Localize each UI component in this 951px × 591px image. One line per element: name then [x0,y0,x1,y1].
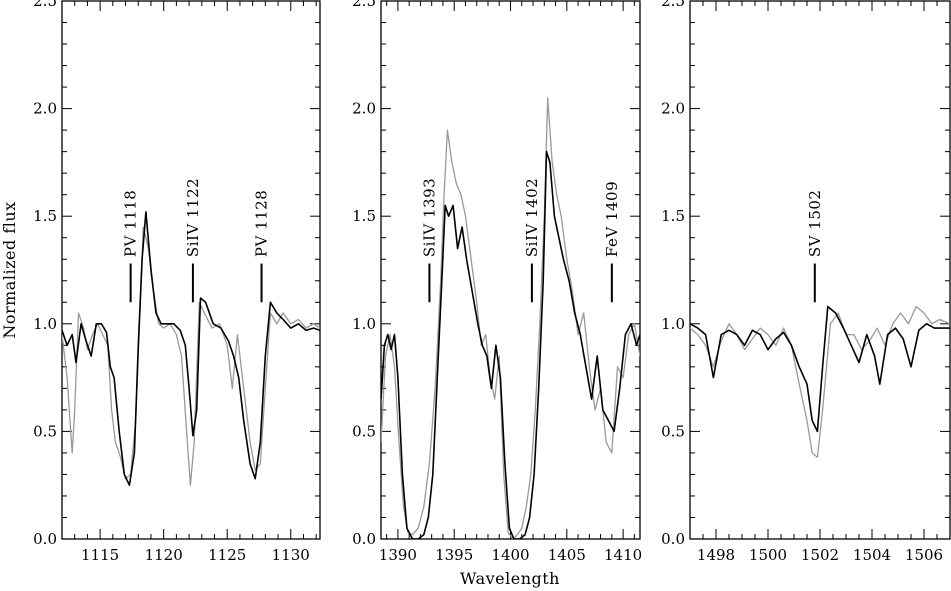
y-tick-label: 1.5 [33,207,57,225]
x-tick-label: 1115 [81,546,119,564]
x-tick-label: 1506 [905,546,943,564]
y-tick-label: 1.5 [661,207,685,225]
panel-sv-1502: 0.0 0.5 1.0 1.5 2.0 2.5 1498 1500 1502 1504 1506 SV… [661,0,951,564]
model-spectrum-line [690,305,950,433]
line-id-label: SiIV 1393 [420,178,438,257]
line-id-label: SiIV 1122 [184,178,202,257]
x-axis-title: Wavelength [460,569,560,588]
line-id-label: PV 1118 [122,190,140,257]
y-tick-label: 2.0 [33,100,57,118]
y-tick-label: 1.0 [33,315,57,333]
x-tick-label: 1390 [379,546,417,564]
panel-pv-siiv-1118-1128: 0.0 0.5 1.0 1.5 2.0 2.5 1115 1120 1125 1130 PV 111… [33,0,321,564]
panel-siiv-1393-1402: 0.0 0.5 1.0 1.5 2.0 2.5 1390 1395 1400 1405 1410 Si… [352,0,642,564]
x-tick-label: 1400 [491,546,529,564]
plot-frame [61,0,321,540]
y-tick-label: 0.0 [352,530,376,548]
line-id-label: FeV 1409 [603,181,621,257]
x-tick-label: 1125 [208,546,246,564]
observed-spectrum-line [62,226,320,486]
observed-spectrum-line [381,97,640,539]
y-tick-label: 0.0 [33,530,57,548]
plot-frame [689,0,951,540]
x-tick-label: 1500 [749,546,787,564]
x-tick-label: 1504 [853,546,891,564]
plot-frame [380,0,641,540]
y-tick-label: 1.0 [661,315,685,333]
model-spectrum-line [381,150,640,539]
x-tick-label: 1120 [145,546,183,564]
line-id-label: PV 1128 [253,190,271,257]
observed-spectrum-line [690,305,950,458]
y-tick-label: 0.5 [33,422,57,440]
model-spectrum-line [62,211,320,487]
x-tick-label: 1502 [801,546,839,564]
x-tick-label: 1405 [548,546,586,564]
y-tick-label: 2.5 [33,0,57,10]
x-tick-label: 1498 [697,546,735,564]
y-tick-label: 1.5 [352,207,376,225]
x-tick-label: 1130 [272,546,310,564]
line-id-label: SiIV 1402 [523,178,541,257]
y-tick-label: 0.5 [661,422,685,440]
y-tick-label: 2.0 [352,100,376,118]
y-axis-title: Normalized flux [0,201,19,338]
y-tick-label: 2.5 [352,0,376,10]
y-tick-label: 0.0 [661,530,685,548]
line-id-label: SV 1502 [806,190,824,258]
x-tick-label: 1410 [604,546,642,564]
y-tick-label: 2.5 [661,0,685,10]
x-tick-label: 1395 [435,546,473,564]
y-tick-label: 2.0 [661,100,685,118]
y-tick-label: 0.5 [352,422,376,440]
y-tick-label: 1.0 [352,315,376,333]
